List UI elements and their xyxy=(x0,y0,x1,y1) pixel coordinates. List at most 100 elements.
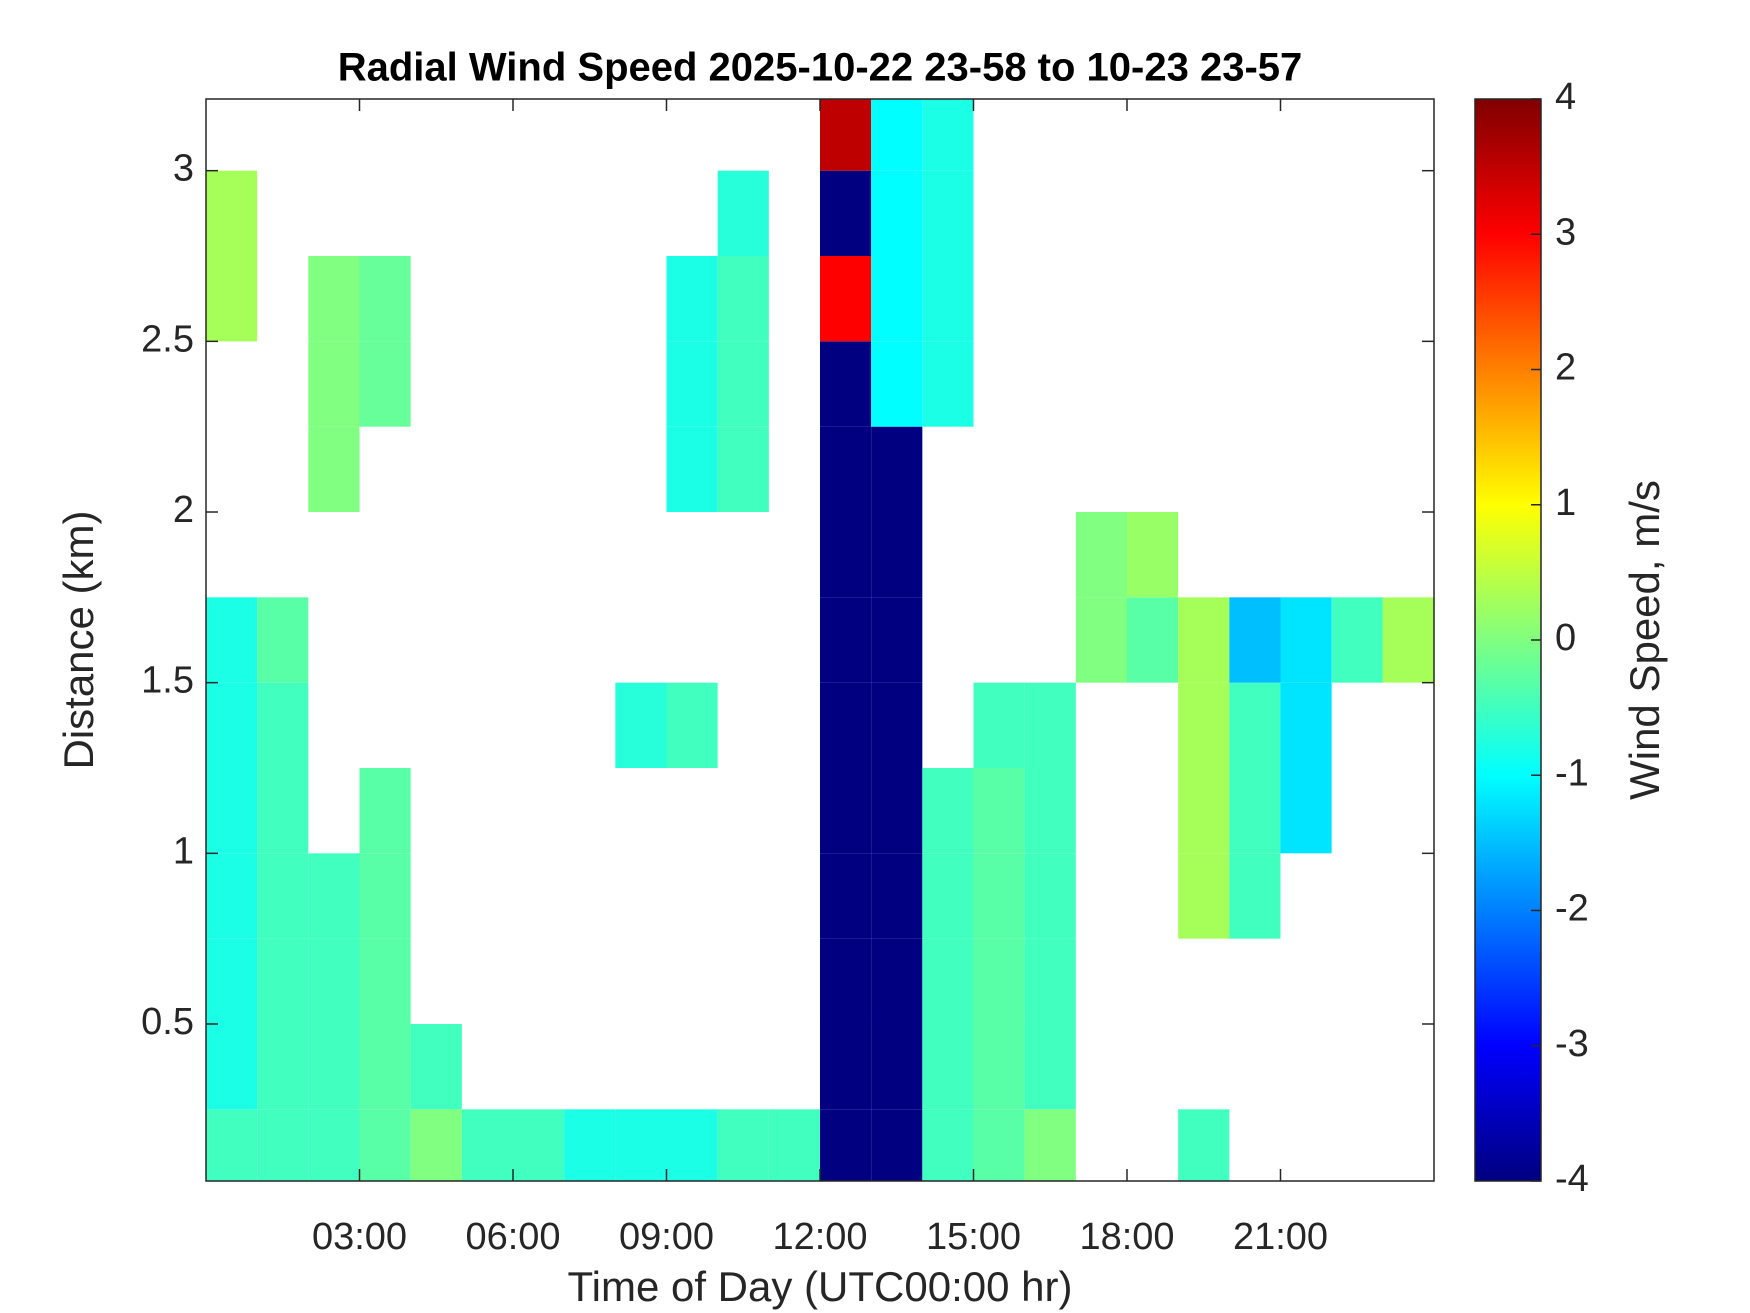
heatmap-cell xyxy=(257,1109,309,1181)
x-axis-label: Time of Day (UTC00:00 hr) xyxy=(568,1263,1073,1310)
heatmap-cell xyxy=(1382,597,1434,683)
y-tick-label: 2.5 xyxy=(141,318,194,360)
heatmap-cell xyxy=(1331,597,1383,683)
heatmap-cell xyxy=(308,853,360,939)
heatmap-cell xyxy=(1178,853,1230,939)
heatmap-cell xyxy=(308,341,360,427)
heatmap-cell xyxy=(717,1109,769,1181)
heatmap-cell xyxy=(871,1109,923,1181)
heatmap-cell xyxy=(666,426,718,513)
heatmap-cell xyxy=(1127,597,1179,683)
heatmap-cell xyxy=(717,426,769,513)
heatmap-cell xyxy=(922,170,974,257)
heatmap-cell xyxy=(820,512,872,598)
heatmap-cell xyxy=(1280,597,1332,683)
heatmap-cell xyxy=(1024,853,1076,939)
heatmap-cell xyxy=(717,256,769,342)
heatmap-cell xyxy=(359,853,411,939)
heatmap-cell xyxy=(820,426,872,513)
heatmap-cell xyxy=(206,853,258,939)
heatmap-cell xyxy=(1178,1109,1230,1181)
heatmap-cell xyxy=(257,853,309,939)
heatmap-cell xyxy=(308,426,360,513)
heatmap-cell xyxy=(257,682,309,768)
heatmap-cell xyxy=(206,597,258,683)
heatmap-cell xyxy=(666,341,718,427)
heatmap-cell xyxy=(871,512,923,598)
heatmap-cell xyxy=(871,853,923,939)
heatmap-cell xyxy=(1127,512,1179,598)
colorbar-tick-label: 3 xyxy=(1555,211,1576,253)
heatmap-cell xyxy=(257,938,309,1024)
x-tick-label: 06:00 xyxy=(465,1216,560,1258)
heatmap-cell xyxy=(206,1023,258,1110)
heatmap-cell xyxy=(820,938,872,1024)
heatmap-cell xyxy=(615,682,667,768)
x-tick-label: 03:00 xyxy=(312,1216,407,1258)
heatmap-cell xyxy=(973,1023,1025,1110)
y-axis-label: Distance (km) xyxy=(55,510,102,769)
heatmap-cell xyxy=(410,1023,462,1110)
heatmap-cell xyxy=(871,597,923,683)
heatmap-cell xyxy=(717,170,769,257)
heatmap-cell xyxy=(922,341,974,427)
heatmap-cell xyxy=(308,256,360,342)
chart-title: Radial Wind Speed 2025-10-22 23-58 to 10… xyxy=(338,46,1303,90)
heatmap-cell xyxy=(257,597,309,683)
x-tick-label: 18:00 xyxy=(1079,1216,1174,1258)
heatmap-cell xyxy=(206,256,258,342)
heatmap-cell xyxy=(461,1109,513,1181)
heatmap-cell xyxy=(922,938,974,1024)
heatmap-cell xyxy=(820,1109,872,1181)
heatmap-cell xyxy=(206,767,258,854)
colorbar-tick-label: 1 xyxy=(1555,482,1576,524)
heatmap-cell xyxy=(359,938,411,1024)
heatmap-cell xyxy=(410,1109,462,1181)
heatmap-cell xyxy=(871,767,923,854)
y-tick-label: 3 xyxy=(173,148,194,190)
heatmap-cell xyxy=(666,682,718,768)
x-tick-label: 21:00 xyxy=(1233,1216,1328,1258)
heatmap-cell xyxy=(973,767,1025,854)
heatmap-cell xyxy=(1024,767,1076,854)
heatmap-cell xyxy=(922,767,974,854)
heatmap-cell xyxy=(871,682,923,768)
heatmap-cell xyxy=(1075,597,1127,683)
heatmap-cell xyxy=(206,938,258,1024)
heatmap-cell xyxy=(871,426,923,513)
heatmap-cell xyxy=(1280,767,1332,854)
colorbar xyxy=(1474,98,1542,1182)
heatmap-cell xyxy=(1229,682,1281,768)
colorbar-tick-label: 4 xyxy=(1555,76,1576,118)
heatmap-cell xyxy=(308,1023,360,1110)
heatmap-cell xyxy=(308,938,360,1024)
heatmap-cell xyxy=(257,1023,309,1110)
heatmap-cell xyxy=(973,682,1025,768)
heatmap-cell xyxy=(871,256,923,342)
heatmap-cell xyxy=(820,853,872,939)
colorbar-tick-label: -4 xyxy=(1555,1158,1589,1200)
heatmap-cell xyxy=(564,1109,616,1181)
y-tick-label: 2 xyxy=(173,489,194,531)
heatmap-cell xyxy=(1024,938,1076,1024)
heatmap-cell xyxy=(666,1109,718,1181)
y-tick-label: 1 xyxy=(173,830,194,872)
heatmap-cell xyxy=(206,682,258,768)
heatmap-cell xyxy=(922,256,974,342)
heatmap-cell xyxy=(820,1023,872,1110)
heatmap-cell xyxy=(871,341,923,427)
heatmap-cell xyxy=(871,1023,923,1110)
heatmap-cell xyxy=(820,767,872,854)
heatmap-cell xyxy=(871,170,923,257)
heatmap-cell xyxy=(1229,767,1281,854)
heatmap-cell xyxy=(820,682,872,768)
x-tick-label: 09:00 xyxy=(619,1216,714,1258)
heatmap-cell xyxy=(820,597,872,683)
colorbar-tick-label: 0 xyxy=(1555,617,1576,659)
heatmap-cell xyxy=(717,341,769,427)
heatmap-cell xyxy=(359,256,411,342)
heatmap-cell xyxy=(257,767,309,854)
x-tick-label: 12:00 xyxy=(772,1216,867,1258)
heatmap-cell xyxy=(359,1023,411,1110)
